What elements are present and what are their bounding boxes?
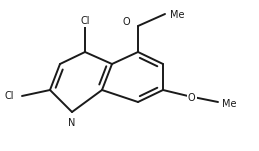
Text: Cl: Cl [80,16,90,26]
Text: Me: Me [222,99,236,109]
Text: O: O [122,17,130,27]
Text: Cl: Cl [4,91,14,101]
Text: N: N [68,118,76,128]
Text: O: O [188,93,196,103]
Text: Me: Me [170,10,184,20]
